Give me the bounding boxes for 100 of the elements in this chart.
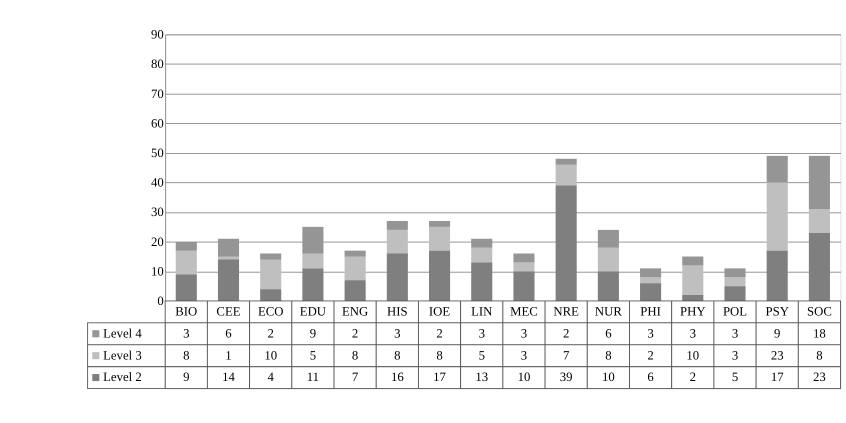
data-label: 8 [816, 348, 823, 362]
bar [513, 254, 535, 262]
bar [471, 248, 492, 262]
data-label: 2 [352, 326, 358, 340]
data-label: 39 [560, 370, 573, 384]
data-label: 8 [436, 348, 443, 362]
bar [598, 230, 619, 248]
data-label: 1 [225, 348, 232, 362]
bar [428, 226, 450, 251]
x-tick-label: PHY [680, 304, 706, 319]
data-label: 3 [394, 326, 401, 340]
x-tick-label: PHI [640, 304, 661, 319]
legend-label: Level 4 [103, 326, 142, 340]
x-tick-label: EDU [300, 304, 326, 319]
data-label: 16 [390, 370, 404, 384]
data-label: 9 [774, 326, 780, 340]
legend-label: Level 3 [103, 348, 142, 362]
data-label: 3 [732, 326, 738, 340]
data-label: 2 [268, 326, 274, 340]
data-label: 7 [562, 348, 570, 362]
x-tick-label: ENG [342, 304, 368, 319]
y-tick-label: 20 [151, 234, 164, 249]
data-label: 10 [264, 348, 278, 362]
bar [556, 158, 577, 165]
x-tick-label: NUR [594, 304, 622, 319]
data-label: 5 [732, 370, 738, 384]
bar [556, 164, 577, 186]
x-tick-label: POL [722, 304, 748, 319]
bar [808, 209, 830, 233]
data-label: 5 [310, 348, 316, 362]
y-tick-label: 80 [151, 57, 164, 72]
x-tick-label: ECO [258, 304, 284, 319]
data-label: 3 [732, 348, 738, 362]
data-label: 8 [605, 348, 612, 362]
data-label: 2 [562, 326, 570, 340]
bar [598, 248, 619, 272]
data-label: 6 [647, 370, 654, 384]
data-label: 14 [222, 370, 236, 384]
data-label: 6 [225, 326, 232, 340]
data-label: 17 [770, 370, 784, 384]
data-label: 11 [306, 370, 320, 384]
bar [428, 220, 450, 227]
data-label: 9 [183, 370, 190, 384]
data-label: 10 [602, 370, 615, 384]
bar [260, 254, 282, 260]
bar [260, 289, 282, 301]
data-label: 17 [433, 370, 447, 384]
x-tick-label: SOC [807, 304, 832, 319]
y-tick-label: 50 [151, 146, 164, 160]
bar [344, 250, 366, 256]
y-tick-label: 0 [157, 294, 164, 308]
data-label: 10 [518, 370, 530, 384]
data-label: 18 [813, 326, 826, 340]
data-label: 4 [268, 370, 275, 384]
y-tick-label: 40 [151, 176, 164, 190]
data-label: 5 [478, 348, 485, 362]
data-label: 8 [183, 348, 190, 362]
x-tick-label: MEC [510, 304, 538, 319]
bar [344, 256, 366, 280]
bar [176, 242, 197, 251]
y-tick-label: 30 [151, 205, 164, 220]
data-label: 7 [352, 370, 359, 384]
data-label: 2 [690, 370, 696, 384]
bar [808, 156, 830, 210]
data-label: 9 [310, 326, 316, 340]
bar [218, 256, 240, 260]
y-tick-label: 10 [151, 264, 164, 278]
bar [724, 268, 746, 278]
bar [386, 230, 408, 254]
data-label: 3 [183, 326, 190, 340]
y-tick-label: 70 [151, 86, 164, 101]
bar [386, 220, 408, 230]
bar [640, 277, 662, 284]
bar [766, 182, 788, 251]
bar [302, 226, 324, 254]
data-label: 8 [352, 348, 358, 362]
x-tick-label: CEE [216, 304, 241, 319]
data-label: 3 [690, 326, 696, 340]
data-label: 2 [436, 326, 443, 340]
data-label: 23 [813, 370, 826, 384]
bar [260, 259, 282, 290]
x-tick-label: LIN [471, 304, 492, 319]
data-label: 10 [686, 348, 700, 362]
x-tick-label: IOE [428, 304, 450, 319]
x-tick-label: HIS [387, 304, 408, 319]
data-label: 8 [394, 348, 401, 362]
y-tick-label: 90 [151, 28, 164, 42]
bar [766, 156, 788, 182]
bar [218, 238, 240, 256]
data-label: 3 [520, 326, 528, 340]
x-tick-label: NRE [553, 304, 580, 319]
bar [471, 238, 492, 248]
bar [682, 294, 704, 301]
bar [302, 254, 324, 268]
data-label: 3 [478, 326, 485, 340]
data-label: 6 [605, 326, 612, 340]
data-label: 3 [647, 326, 654, 340]
bar [176, 250, 197, 274]
data-label: 23 [770, 348, 784, 362]
data-label: 2 [647, 348, 654, 362]
